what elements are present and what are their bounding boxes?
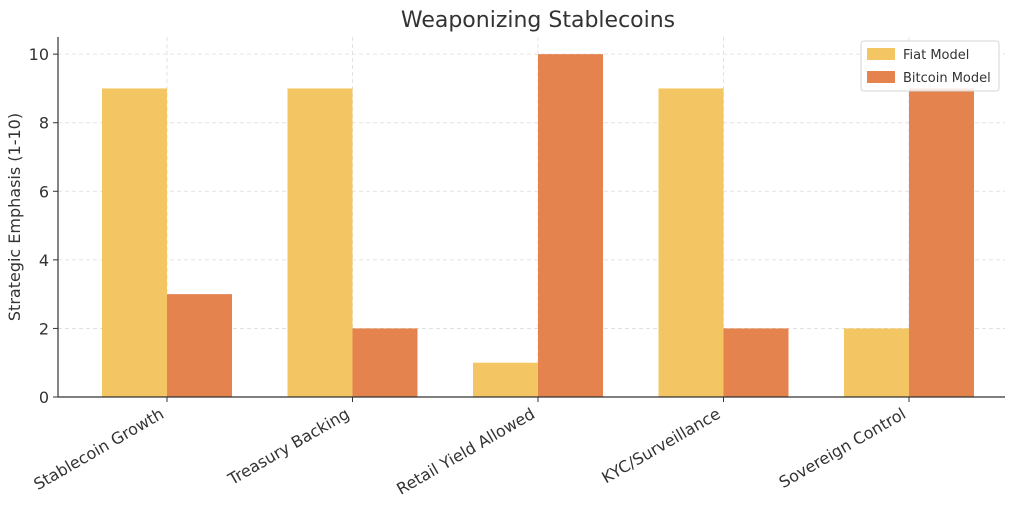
legend-frame [860,40,1000,92]
x-tick-label: Sovereign Control [776,404,909,492]
legend-label-fiat: Fiat Model [903,48,969,63]
bar-bitcoin [723,328,789,397]
x-tick-label: Treasury Backing [224,404,353,489]
y-tick-label: 4 [39,251,49,270]
y-axis-label: Strategic Emphasis (1-10) [5,113,24,321]
y-tick-label: 6 [39,182,49,201]
bar-bitcoin [167,294,232,397]
x-tick-label: Stablecoin Growth [30,404,167,494]
axes [57,37,1005,398]
y-tick-label: 8 [39,114,49,133]
y-tick-label: 2 [39,319,49,338]
bar-fiat [844,328,909,397]
bar-fiat [658,88,724,397]
y-tick-label: 10 [29,45,49,64]
y-ticks: 0 2 4 6 8 10 [29,45,58,407]
legend: Fiat Model Bitcoin Model [860,40,1000,92]
bar-bitcoin [909,88,974,397]
x-ticks: Stablecoin Growth Treasury Backing Retail … [30,397,910,499]
y-tick-label: 0 [39,388,49,407]
bar-bitcoin [538,54,603,398]
bar-fiat [473,362,538,397]
chart-title: Weaponizing Stablecoins [401,8,675,33]
x-tick-label: KYC/Surveillance [598,404,723,487]
x-tick-label: Retail Yield Allowed [393,404,538,499]
legend-swatch-fiat [867,48,895,60]
legend-swatch-bitcoin [867,71,895,83]
bars [102,54,974,398]
bar-fiat [102,88,167,397]
legend-label-bitcoin: Bitcoin Model [903,71,991,86]
bar-fiat [287,88,353,397]
bar-bitcoin [352,328,418,397]
